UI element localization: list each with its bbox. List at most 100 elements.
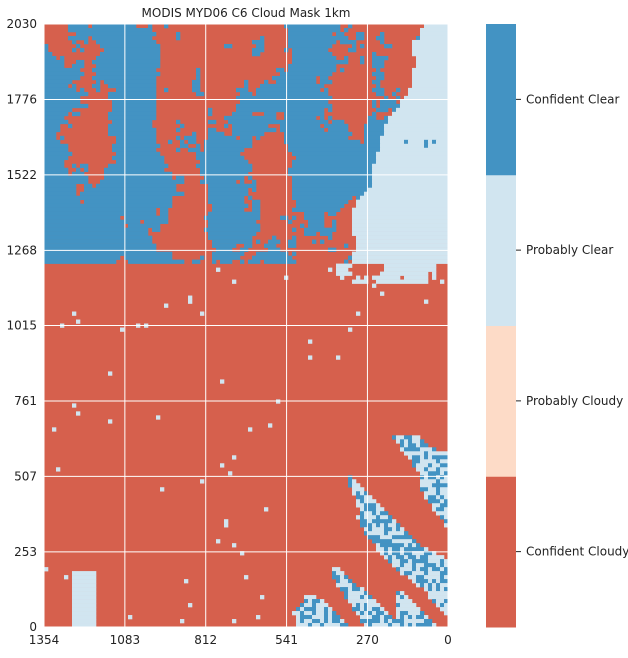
mask-pixel-run [404,95,448,101]
mask-pixel-run [244,575,249,580]
mask-pixel-run [400,623,405,627]
mask-pixel-run [188,147,201,153]
mask-pixel-run [232,279,237,284]
mask-pixel-run [44,215,121,220]
mask-pixel-run [408,555,417,560]
mask-pixel-run [264,111,277,117]
colorbar-segment [486,476,516,628]
mask-pixel-run [368,595,373,600]
mask-pixel-run [96,183,177,189]
mask-pixel-run [428,143,448,149]
y-tick-label: 1015 [6,319,37,333]
mask-pixel-run [368,115,377,121]
mask-pixel-run [444,495,448,500]
mask-pixel-run [44,107,73,113]
mask-pixel-run [424,583,429,588]
mask-pixel-run [196,151,241,157]
mask-pixel-run [352,223,448,228]
mask-pixel-run [404,139,409,145]
mask-pixel-run [424,143,429,149]
mask-pixel-run [44,171,69,177]
mask-pixel-run [404,275,429,280]
colorbar-label: Confident Cloudy [526,545,628,559]
mask-pixel-run [424,491,437,496]
mask-pixel-run [332,575,341,580]
mask-pixel-run [116,139,157,145]
mask-pixel-run [300,223,305,228]
mask-pixel-run [316,611,325,616]
mask-pixel-run [308,223,325,228]
mask-pixel-run [364,503,377,508]
mask-pixel-run [384,523,389,528]
mask-pixel-run [204,139,253,145]
mask-pixel-run [108,127,157,133]
mask-pixel-run [412,83,448,89]
mask-pixel-run [44,79,73,85]
mask-pixel-run [428,595,448,600]
mask-pixel-run [340,67,345,73]
colorbar-label: Probably Cloudy [526,394,623,408]
mask-pixel-run [44,163,65,169]
mask-pixel-run [260,595,265,600]
mask-pixel-run [416,563,425,568]
mask-pixel-run [432,139,437,145]
mask-pixel-run [284,115,317,121]
mask-pixel-run [360,595,365,600]
colorbar-segment [486,174,516,326]
mask-pixel-run [420,555,429,560]
mask-pixel-run [92,35,153,41]
mask-pixel-run [408,91,448,97]
mask-pixel-run [72,311,77,316]
mask-pixel-run [76,167,81,173]
mask-pixel-run [408,455,413,460]
mask-pixel-run [292,51,333,57]
mask-pixel-run [396,591,401,596]
mask-pixel-run [440,463,448,468]
mask-pixel-run [412,543,417,548]
mask-pixel-run [372,51,377,57]
mask-pixel-run [416,63,448,69]
mask-pixel-run [320,115,325,121]
mask-pixel-run [288,219,293,224]
mask-pixel-run [252,203,261,208]
mask-pixel-run [428,559,441,564]
mask-pixel-run [380,143,425,149]
mask-pixel-run [324,607,329,612]
mask-pixel-run [340,39,357,45]
mask-pixel-run [304,611,313,616]
mask-pixel-run [420,439,425,444]
mask-pixel-run [212,255,241,260]
mask-pixel-run [388,119,448,125]
mask-pixel-run [320,623,325,627]
mask-pixel-run [212,243,237,248]
mask-pixel-run [332,119,345,125]
mask-pixel-run [44,103,89,109]
mask-pixel-run [428,451,448,456]
mask-pixel-run [440,495,445,500]
mask-pixel-run [432,275,437,280]
mask-pixel-run [72,403,77,408]
mask-pixel-run [372,59,385,65]
mask-pixel-run [288,27,341,33]
mask-pixel-run [256,135,261,141]
mask-pixel-run [444,587,448,592]
mask-pixel-run [108,83,157,89]
mask-pixel-run [256,43,265,49]
mask-pixel-run [336,271,353,276]
mask-pixel-run [400,571,405,576]
mask-pixel-run [428,571,441,576]
mask-pixel-run [420,455,425,460]
mask-pixel-run [328,607,333,612]
mask-pixel-run [380,139,405,145]
mask-pixel-run [432,551,437,556]
mask-pixel-run [372,611,377,616]
mask-pixel-run [356,243,448,248]
mask-pixel-run [348,595,361,600]
mask-pixel-run [432,447,437,452]
mask-pixel-run [44,151,73,157]
mask-pixel-run [248,427,253,432]
mask-pixel-run [400,603,417,608]
mask-pixel-run [304,603,313,608]
mask-pixel-run [432,507,437,512]
mask-pixel-run [304,619,313,624]
